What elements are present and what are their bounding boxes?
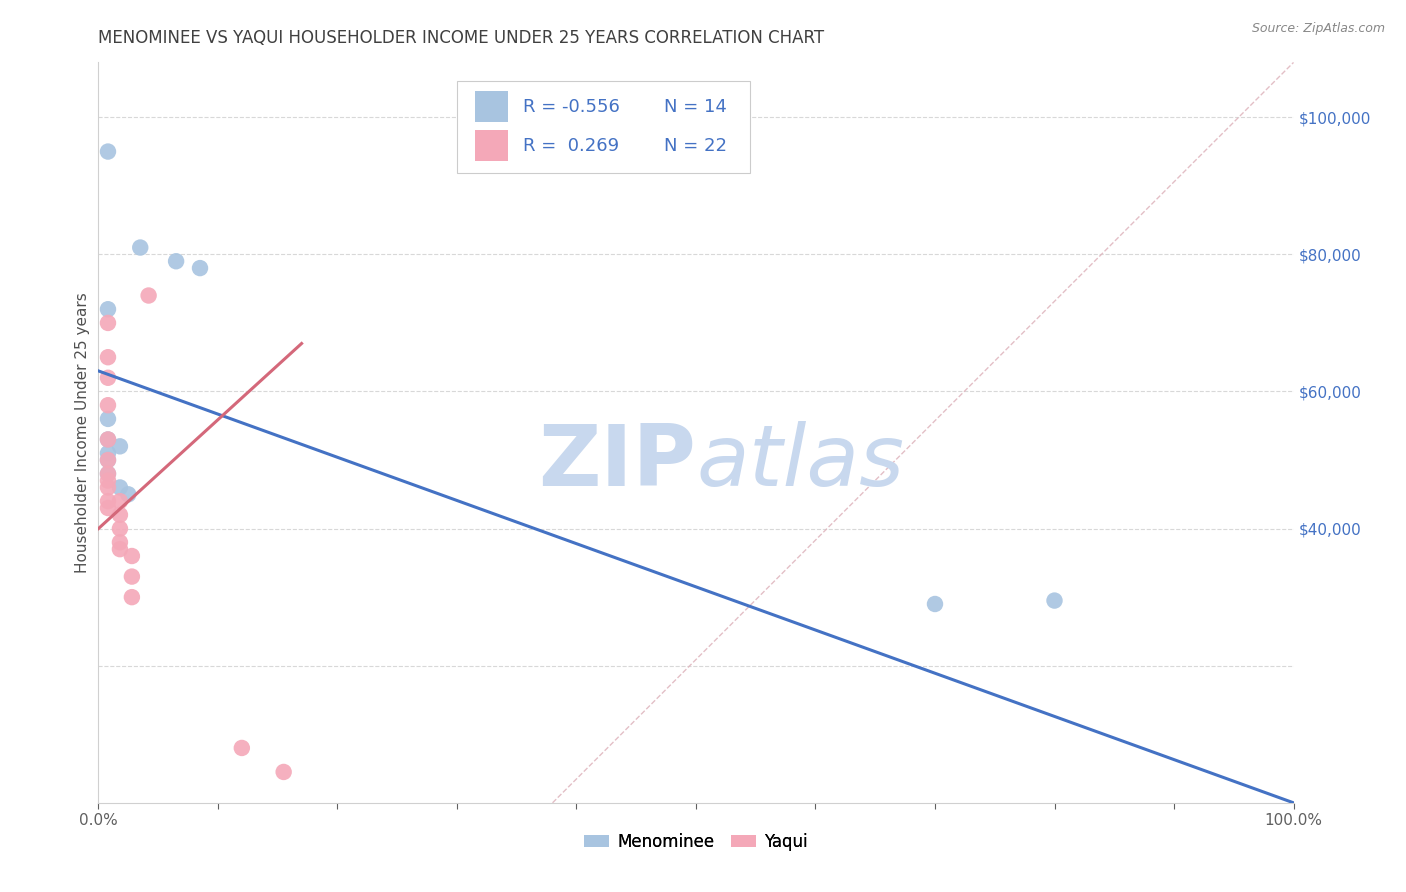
Point <box>97 433 120 447</box>
Point <box>97 302 120 317</box>
Point <box>108 535 131 549</box>
Point <box>924 597 946 611</box>
Text: N = 22: N = 22 <box>664 136 727 154</box>
Point <box>129 240 152 255</box>
Point <box>97 316 120 330</box>
Point <box>108 494 131 508</box>
Text: Source: ZipAtlas.com: Source: ZipAtlas.com <box>1251 22 1385 36</box>
Point <box>97 480 120 494</box>
Point <box>97 501 120 516</box>
Point <box>108 508 131 522</box>
Point <box>97 145 120 159</box>
Point <box>273 764 295 779</box>
Point <box>231 741 253 756</box>
FancyBboxPatch shape <box>475 130 509 161</box>
FancyBboxPatch shape <box>457 81 749 173</box>
Point <box>97 453 120 467</box>
Point <box>97 467 120 481</box>
Point <box>121 590 143 604</box>
Text: atlas: atlas <box>696 421 904 504</box>
Point <box>108 480 131 494</box>
Text: MENOMINEE VS YAQUI HOUSEHOLDER INCOME UNDER 25 YEARS CORRELATION CHART: MENOMINEE VS YAQUI HOUSEHOLDER INCOME UN… <box>98 29 824 47</box>
Point <box>1043 593 1066 607</box>
Text: R = -0.556: R = -0.556 <box>523 97 620 116</box>
Point <box>108 439 131 453</box>
Point <box>121 549 143 563</box>
Point <box>97 453 120 467</box>
Point <box>97 371 120 385</box>
Point <box>97 467 120 481</box>
Point <box>97 446 120 460</box>
Point <box>97 398 120 412</box>
Point <box>188 261 211 276</box>
Point <box>97 433 120 447</box>
Point <box>97 494 120 508</box>
Point <box>108 522 131 536</box>
Text: ZIP: ZIP <box>538 421 696 504</box>
Text: N = 14: N = 14 <box>664 97 727 116</box>
FancyBboxPatch shape <box>475 91 509 122</box>
Point <box>121 569 143 583</box>
Point <box>138 288 160 302</box>
Point <box>108 542 131 557</box>
Point <box>117 487 139 501</box>
Legend: Menominee, Yaqui: Menominee, Yaqui <box>578 826 814 857</box>
Point <box>97 350 120 364</box>
Text: R =  0.269: R = 0.269 <box>523 136 619 154</box>
Point <box>165 254 187 268</box>
Point <box>97 474 120 488</box>
Y-axis label: Householder Income Under 25 years: Householder Income Under 25 years <box>75 293 90 573</box>
Point <box>97 412 120 426</box>
